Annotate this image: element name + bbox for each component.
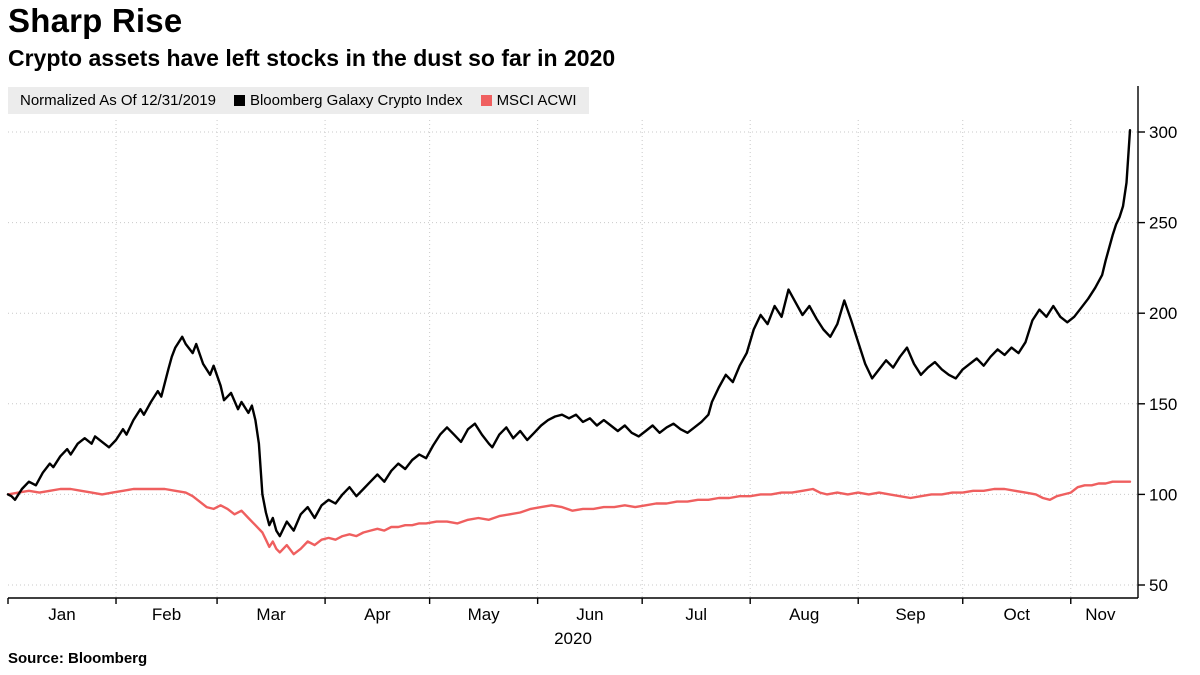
x-tick-label: Feb xyxy=(152,605,181,624)
crypto-index-label: Bloomberg Galaxy Crypto Index xyxy=(249,92,463,109)
msci-acwi-label: MSCI ACWI xyxy=(496,92,577,109)
x-tick-label: Jul xyxy=(685,605,707,624)
x-tick-label: Jan xyxy=(48,605,75,624)
y-tick-label: 200 xyxy=(1149,304,1177,323)
chart-subtitle: Crypto assets have left stocks in the du… xyxy=(8,45,616,71)
line-chart: 50 100 150 200 250 300 Jan Feb Mar Apr May Jun Jul Au… xyxy=(6,86,1177,644)
x-tick-label: Oct xyxy=(1004,605,1031,624)
x-tick-label: May xyxy=(468,605,501,624)
source-note: Source: Bloomberg xyxy=(8,650,148,667)
y-tick-label: 100 xyxy=(1149,485,1177,504)
legend: Normalized As Of 12/31/2019 Bloomberg Ga… xyxy=(8,87,589,114)
year-label: 2020 xyxy=(554,629,592,644)
legend-note: Normalized As Of 12/31/2019 xyxy=(20,92,216,109)
y-tick-label: 300 xyxy=(1149,123,1177,142)
y-tick-label: 150 xyxy=(1149,395,1177,414)
legend-item-crypto-index: Bloomberg Galaxy Crypto Index xyxy=(233,92,463,109)
x-tick-label: Apr xyxy=(364,605,391,624)
chart-title: Sharp Rise xyxy=(8,2,183,39)
msci-acwi-swatch xyxy=(480,95,492,106)
crypto-index-swatch xyxy=(233,95,245,106)
x-tick-label: Nov xyxy=(1085,605,1116,624)
crypto-index-line xyxy=(6,129,1132,538)
y-tick-label: 250 xyxy=(1149,214,1177,233)
y-tick-label: 50 xyxy=(1149,576,1168,595)
msci-acwi-line xyxy=(6,480,1132,556)
legend-item-msci-acwi: MSCI ACWI xyxy=(480,92,577,109)
x-tick-label: Sep xyxy=(895,605,925,624)
x-tick-label: Aug xyxy=(789,605,819,624)
x-tick-label: Mar xyxy=(256,605,286,624)
x-tick-label: Jun xyxy=(576,605,603,624)
